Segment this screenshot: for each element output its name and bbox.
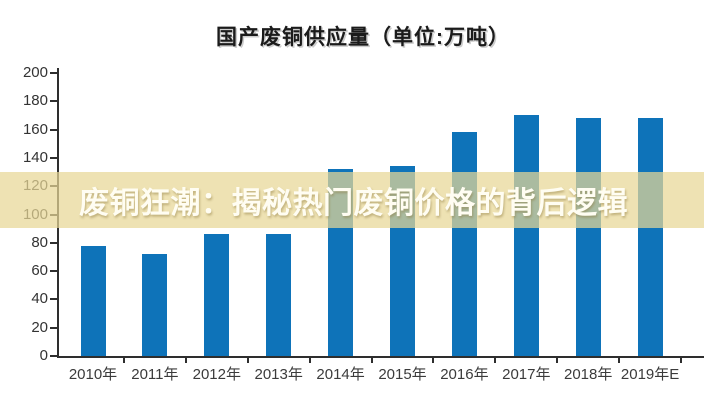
- y-tick-label: 20: [31, 318, 48, 336]
- x-tick-mark: [680, 356, 683, 363]
- y-tick-label: 140: [22, 148, 48, 166]
- bar-2019年E: [637, 118, 663, 356]
- x-tick-mark: [122, 356, 125, 363]
- chart-title: 国产废铜供应量（单位:万吨）: [216, 26, 510, 49]
- y-tick-mark: [50, 72, 58, 74]
- x-tick-mark: [184, 356, 187, 363]
- y-tick-mark: [50, 326, 58, 329]
- watermark-banner: 废铜狂潮：揭秘热门废铜价格的背后逻辑: [0, 172, 704, 228]
- x-axis-line: [57, 356, 704, 358]
- watermark-text: 废铜狂潮：揭秘热门废铜价格的背后逻辑: [79, 187, 628, 220]
- y-tick-mark: [50, 128, 58, 131]
- bar-2011年: [142, 254, 168, 356]
- x-tick-mark: [432, 356, 435, 363]
- y-tick-label: 40: [31, 290, 48, 308]
- x-tick-label: 2010年: [68, 366, 118, 383]
- y-tick-mark: [50, 298, 58, 301]
- bar-2012年: [204, 234, 230, 356]
- x-tick-label: 2015年: [378, 366, 427, 383]
- x-tick-label: 2017年: [502, 366, 551, 383]
- y-tick-mark: [50, 270, 58, 273]
- bar-2018年: [575, 118, 601, 356]
- x-tick-mark: [494, 356, 497, 363]
- x-tick-mark: [370, 356, 373, 363]
- y-tick-label: 180: [22, 92, 48, 110]
- bar-2010年: [80, 245, 106, 356]
- x-tick-label: 2019年E: [620, 366, 680, 383]
- y-tick-mark: [50, 156, 58, 159]
- y-tick-mark: [50, 100, 58, 103]
- bar-2017年: [513, 115, 539, 356]
- x-tick-label: 2011年: [131, 366, 179, 383]
- x-tick-mark: [308, 356, 311, 363]
- y-tick-label: 80: [31, 233, 48, 251]
- y-tick-label: 160: [22, 120, 48, 138]
- x-tick-label: 2014年: [316, 366, 365, 383]
- y-tick-label: 200: [22, 64, 48, 81]
- y-tick-mark: [50, 355, 58, 357]
- bar-2013年: [266, 234, 292, 356]
- y-tick-label: 60: [31, 262, 48, 280]
- bar-2016年: [451, 132, 477, 356]
- x-tick-mark: [618, 356, 621, 363]
- x-tick-label: 2018年: [564, 366, 613, 383]
- x-tick-label: 2016年: [440, 366, 489, 383]
- y-tick-label: 0: [39, 347, 48, 364]
- y-tick-mark: [50, 241, 58, 244]
- x-tick-label: 2012年: [192, 366, 241, 383]
- x-tick-mark: [556, 356, 559, 363]
- x-tick-mark: [246, 356, 249, 363]
- x-tick-label: 2013年: [254, 366, 303, 383]
